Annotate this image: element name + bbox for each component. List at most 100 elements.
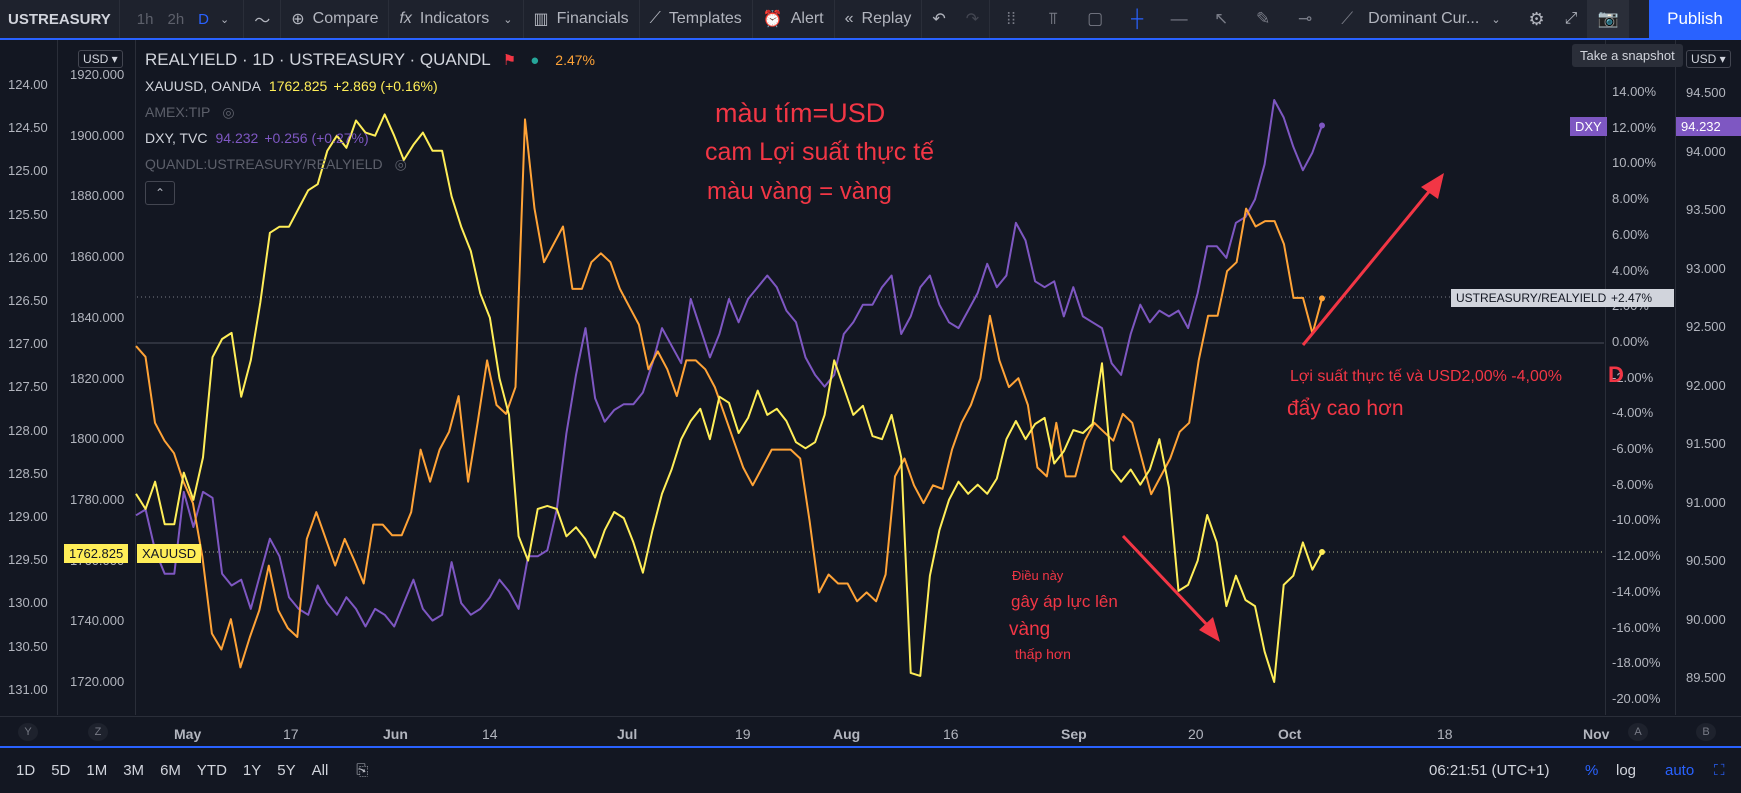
redo-button[interactable]: ↷ [956, 0, 991, 38]
compare-button[interactable]: ⊕ Compare [281, 0, 390, 38]
log-toggle[interactable]: log [1616, 762, 1637, 779]
range-button-3m[interactable]: 3M [123, 762, 145, 779]
settings-button[interactable]: ⚙ [1519, 0, 1555, 38]
legend-quandl[interactable]: QUANDL:USTREASURY/REALYIELD ◎ [145, 151, 595, 177]
fullscreen-toggle[interactable]: ⛶ [1714, 762, 1725, 779]
text-tool-icon[interactable]: ⫪ [1048, 9, 1058, 28]
chart-type-button[interactable]: 〜 [244, 0, 282, 38]
legend-xauusd[interactable]: XAUUSD, OANDA 1762.825 +2.869 (+0.16%) [145, 73, 595, 99]
timeframe-d[interactable]: D [198, 10, 210, 28]
chart-legend: REALYIELD · 1D · USTREASURY · QUANDL ⚑ ●… [145, 47, 595, 205]
annotation-yellow-gold[interactable]: màu vàng = vàng [707, 178, 892, 205]
range-button-1m[interactable]: 1M [86, 762, 108, 779]
currency-left-label: USD [83, 52, 109, 66]
crosshair-icon[interactable]: ┼ [1131, 9, 1144, 28]
legend-main-series[interactable]: REALYIELD · 1D · USTREASURY · QUANDL ⚑ ●… [145, 47, 595, 73]
annotation-purple-usd[interactable]: màu tím=USD [715, 98, 886, 128]
right_pct-tick: -4.00% [1612, 405, 1654, 421]
indicators-button[interactable]: fx Indicators ⌄ [389, 0, 524, 38]
rectangle-tool-icon[interactable]: ▢ [1087, 9, 1104, 28]
range-button-6m[interactable]: 6M [160, 762, 181, 779]
right_dxy-tick: 91.000 [1686, 494, 1726, 510]
a-letter: A [1634, 726, 1642, 738]
series-line-realyield[interactable] [135, 118, 1323, 669]
drag-handle-icon[interactable]: ⁞⁞ [1006, 9, 1016, 28]
left_outer-tick: 129.00 [8, 509, 48, 524]
compare-label: Compare [312, 10, 379, 27]
annotation-d[interactable]: D [1608, 362, 1624, 387]
percent-toggle[interactable]: % [1585, 762, 1599, 779]
auto-toggle[interactable]: auto [1665, 762, 1695, 779]
a-scale-button[interactable]: A [1628, 723, 1648, 741]
alert-button[interactable]: ⏰ Alert [753, 0, 835, 38]
z-scale-button[interactable]: Z [88, 723, 108, 741]
left-price-scale-outer[interactable] [0, 40, 58, 715]
layout-select[interactable]: Dominant Cur... ⌄ [1368, 0, 1518, 38]
legend-collapse-button[interactable]: ⌃ [145, 181, 175, 205]
time-label: 20 [1188, 726, 1204, 742]
range-button-1d[interactable]: 1D [16, 762, 36, 779]
range-button-1y[interactable]: 1Y [242, 762, 262, 779]
currency-button-right[interactable]: USD ▾ [1686, 50, 1731, 68]
right-percent-scale[interactable] [1605, 40, 1675, 715]
right_pct-tick: 10.00% [1612, 155, 1657, 171]
range-button-5d[interactable]: 5D [51, 762, 71, 779]
chevron-up-icon: ⌃ [154, 186, 166, 200]
goto-date-button[interactable]: ⎘ [356, 762, 368, 779]
symbol-search[interactable]: USTREASURY [0, 0, 120, 38]
annotation-orange-realyield[interactable]: cam Lợi suất thực tế [705, 138, 935, 166]
y-scale-button[interactable]: Y [18, 723, 38, 741]
eye-hidden-icon[interactable]: ◎ [394, 155, 407, 172]
realyield-value-label: +2.47% [1606, 289, 1674, 307]
indicators-label: Indicators [419, 10, 490, 27]
left_outer-tick: 126.00 [8, 249, 48, 265]
fullscreen-button[interactable]: ⤢ [1555, 0, 1588, 38]
cursor-icon[interactable]: ↖ [1214, 9, 1229, 28]
time-axis[interactable]: Y Z May 17 Jun 14 Jul 19 Aug 16 Sep 20 Oct 18 Nov A … [0, 716, 1741, 746]
arrow-down-head [1199, 617, 1220, 642]
rewind-icon: « [844, 10, 854, 27]
range-button-all[interactable]: All [311, 762, 329, 779]
eye-hidden-icon[interactable]: ◎ [222, 103, 235, 120]
currency-button-left[interactable]: USD ▾ [78, 50, 123, 68]
left-price-scale-inner[interactable] [58, 40, 136, 715]
annotation-realyield-usd[interactable]: Lợi suất thực tế và USD2,00% -4,00% [1290, 368, 1562, 385]
chevron-down-icon[interactable]: ⌄ [220, 13, 230, 26]
annotation-pressure[interactable]: gây áp lực lên [1011, 592, 1118, 611]
publish-button[interactable]: Publish [1649, 0, 1741, 38]
range-button-5y[interactable]: 5Y [277, 762, 296, 779]
right_pct-tick: -8.00% [1612, 476, 1654, 492]
horizontal-line-icon[interactable]: — [1170, 9, 1188, 28]
left_inner-tick: 1780.000 [70, 491, 125, 507]
series-last-point-gold [1319, 549, 1325, 555]
b-scale-button[interactable]: B [1696, 723, 1716, 741]
undo-button[interactable]: ↶ [922, 0, 955, 38]
timeframe-2h[interactable]: 2h [167, 10, 185, 28]
series-line-gold[interactable] [135, 113, 1323, 683]
range-button-ytd[interactable]: YTD [196, 762, 227, 779]
templates-button[interactable]: ⟋ Templates [640, 0, 753, 38]
timeframe-1h[interactable]: 1h [136, 10, 154, 28]
trend-line-icon[interactable]: ⟋ [1341, 9, 1354, 28]
chevron-down-icon[interactable]: ⌄ [503, 13, 513, 26]
snapshot-button[interactable]: 📷 [1587, 0, 1629, 38]
snapshot-tooltip: Take a snapshot [1572, 44, 1683, 67]
ray-icon[interactable]: ⊸ [1298, 9, 1313, 28]
annotation-gold[interactable]: vàng [1009, 619, 1051, 640]
brush-icon[interactable]: ✎ [1256, 9, 1271, 28]
legend-amex-tip[interactable]: AMEX:TIP ◎ [145, 99, 595, 125]
annotation-lower[interactable]: thấp hơn [1015, 646, 1071, 662]
time-label: Oct [1278, 726, 1302, 742]
financials-button[interactable]: ▥ Financials [524, 0, 640, 38]
annotation-this[interactable]: Điều này [1012, 568, 1064, 583]
series-line-dxy[interactable] [135, 99, 1323, 628]
legend-dxy[interactable]: DXY, TVC 94.232 +0.256 (+0.27%) [145, 125, 595, 151]
annotation-push-higher[interactable]: đẩy cao hơn [1287, 397, 1404, 420]
replay-button[interactable]: « Replay [835, 0, 923, 38]
time-label: 19 [735, 726, 751, 742]
left_inner-tick: 1720.000 [70, 674, 125, 689]
clock[interactable]: 06:21:51 (UTC+1) [1429, 762, 1550, 779]
right-dxy-scale[interactable] [1675, 40, 1741, 715]
arrow-up-head [1421, 173, 1444, 199]
